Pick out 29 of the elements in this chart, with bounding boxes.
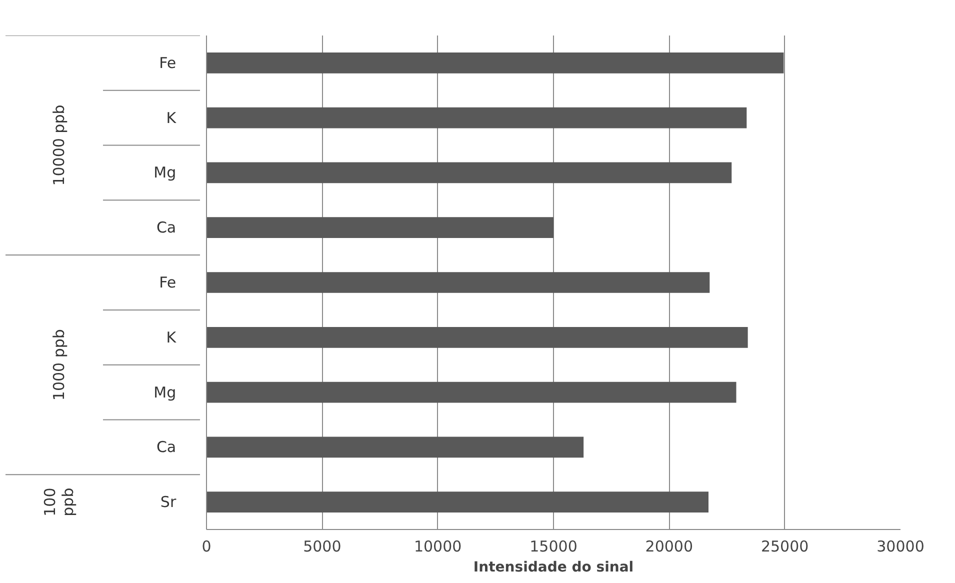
text: 100 ppb [41,488,78,516]
x-tick-label: 0 [202,538,212,556]
x-tick-label: 30000 [876,538,924,556]
x-tick-label: 20000 [645,538,694,556]
y-tick-label: K [166,328,178,346]
y-tick-label: Ca [156,218,176,237]
bar [206,492,708,512]
bar [206,217,554,238]
bar [206,107,747,128]
y-tick-label: Mg [154,383,176,402]
text: 10000 ppb [50,104,68,186]
y-tick-label: Ca [156,438,176,456]
bar [206,162,732,184]
bar [206,326,748,348]
y-tick-label: K [166,108,178,127]
x-tick-label: 25000 [760,538,809,556]
bar [206,272,710,293]
y-tick-label: Sr [160,493,177,512]
bar [206,436,584,458]
y-tick-label: Fe [159,54,176,72]
x-tick-label: 10000 [414,538,462,556]
bar [206,52,784,74]
y-tick-label: Mg [154,164,176,182]
y-tick-label: Fe [159,274,176,292]
x-tick-label: 15000 [530,538,578,556]
text: 1000 ppb [50,329,68,401]
x-tick-label: 5000 [303,538,342,556]
x-axis-title: Intensidade do sinal [473,560,634,576]
bar [206,382,736,403]
